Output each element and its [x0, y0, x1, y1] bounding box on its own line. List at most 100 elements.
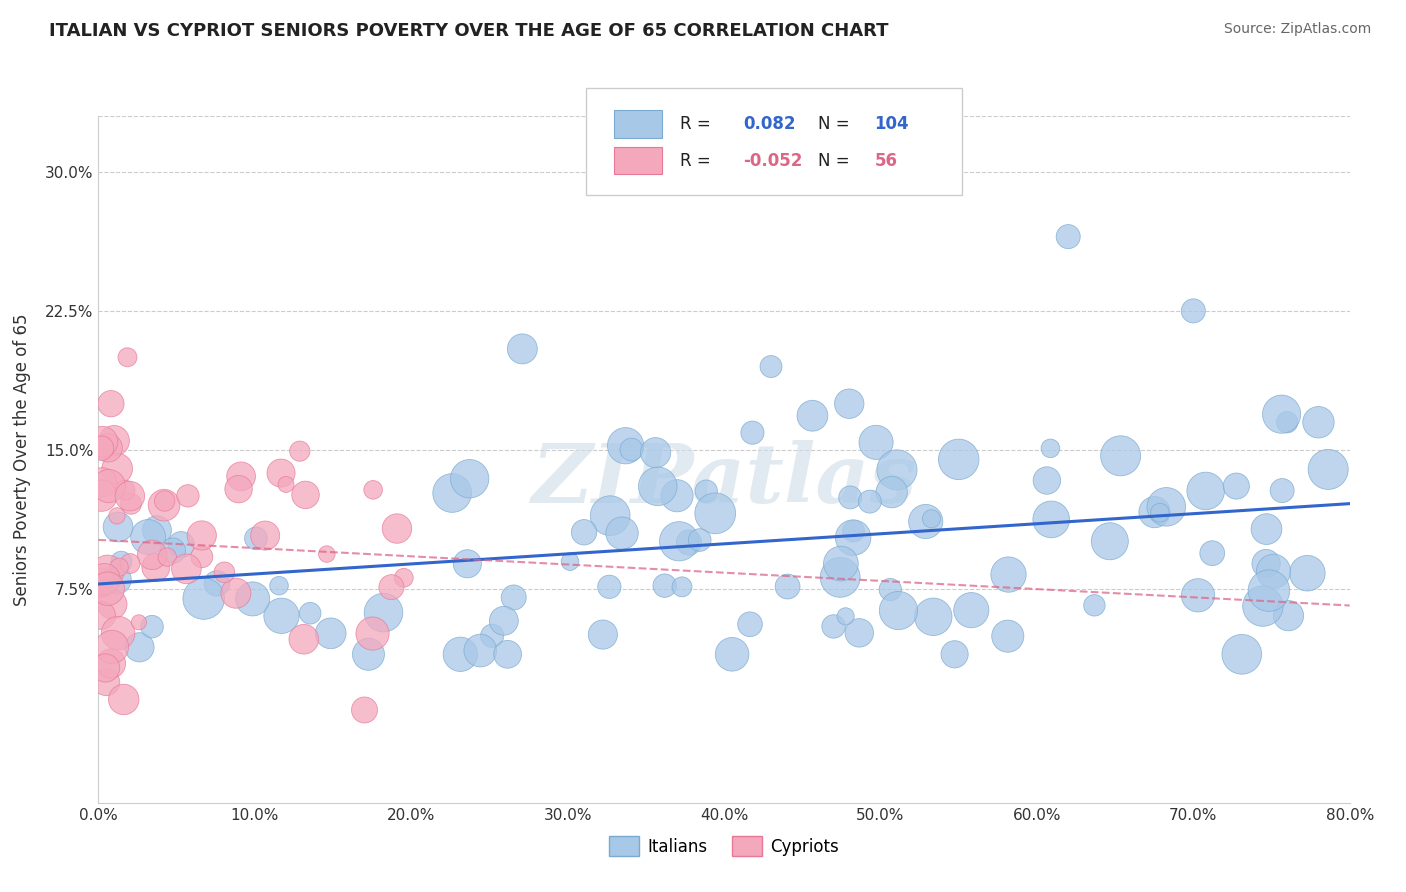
Point	[353, 703, 375, 717]
Point	[1251, 599, 1274, 613]
Point	[481, 629, 503, 643]
Point	[848, 625, 870, 640]
Point	[456, 557, 478, 571]
Point	[842, 524, 865, 538]
Point	[1036, 474, 1059, 488]
Point	[671, 580, 693, 594]
Point	[288, 444, 311, 458]
Point	[1308, 415, 1330, 429]
Point	[1195, 483, 1218, 498]
Point	[449, 648, 471, 662]
Point	[620, 442, 643, 457]
Point	[823, 619, 845, 633]
Point	[1149, 506, 1171, 520]
Point	[97, 441, 120, 455]
Point	[502, 591, 524, 605]
Point	[110, 555, 132, 569]
Point	[914, 515, 936, 529]
Point	[997, 629, 1019, 643]
Point	[361, 626, 384, 640]
Text: R =: R =	[681, 152, 716, 169]
Point	[1187, 588, 1209, 602]
Point	[668, 534, 690, 549]
Point	[830, 570, 852, 584]
Point	[176, 562, 198, 576]
Point	[997, 567, 1019, 582]
Point	[598, 580, 620, 594]
Point	[721, 648, 744, 662]
Point	[572, 525, 595, 540]
Point	[943, 648, 966, 662]
Point	[153, 494, 176, 508]
Point	[91, 582, 114, 596]
Text: -0.052: -0.052	[742, 152, 803, 169]
Point	[101, 597, 124, 611]
Point	[94, 661, 117, 675]
Point	[1143, 505, 1166, 519]
Bar	[614, 147, 662, 174]
Point	[441, 486, 464, 500]
Point	[599, 508, 621, 523]
Point	[865, 435, 887, 450]
Point	[1039, 442, 1062, 456]
Point	[592, 627, 614, 641]
Bar	[614, 111, 662, 138]
Text: N =: N =	[818, 115, 855, 133]
Point	[357, 648, 380, 662]
Point	[156, 550, 179, 565]
Point	[492, 614, 515, 628]
Point	[678, 535, 700, 549]
Point	[91, 434, 114, 449]
Point	[270, 608, 292, 623]
Point	[117, 351, 139, 365]
Point	[1277, 415, 1299, 429]
Point	[254, 528, 277, 542]
Point	[97, 582, 120, 596]
Point	[267, 579, 290, 593]
Text: Source: ZipAtlas.com: Source: ZipAtlas.com	[1223, 22, 1371, 37]
Point	[1256, 522, 1278, 536]
Point	[1040, 512, 1063, 526]
Text: 56: 56	[875, 152, 897, 169]
Point	[274, 477, 297, 491]
Point	[242, 591, 264, 606]
Point	[1277, 608, 1299, 623]
Point	[1296, 566, 1319, 581]
Point	[704, 506, 727, 520]
Point	[205, 576, 228, 591]
Point	[292, 632, 315, 647]
Point	[228, 482, 250, 496]
Point	[107, 520, 129, 534]
Point	[105, 508, 128, 523]
Point	[361, 483, 384, 497]
Point	[145, 560, 167, 574]
Point	[1109, 449, 1132, 463]
Point	[654, 579, 676, 593]
Point	[245, 532, 267, 546]
Point	[128, 640, 150, 655]
Point	[90, 608, 112, 623]
Text: ITALIAN VS CYPRIOT SENIORS POVERTY OVER THE AGE OF 65 CORRELATION CHART: ITALIAN VS CYPRIOT SENIORS POVERTY OVER …	[49, 22, 889, 40]
Point	[644, 445, 666, 459]
Point	[146, 523, 169, 537]
Point	[887, 603, 910, 617]
Point	[842, 531, 865, 545]
Point	[759, 359, 782, 374]
Point	[738, 617, 761, 632]
Point	[193, 591, 215, 606]
Point	[191, 549, 214, 564]
Point	[859, 494, 882, 508]
Text: ZIPatlas: ZIPatlas	[531, 440, 917, 520]
Point	[880, 485, 903, 500]
Point	[373, 606, 395, 620]
Point	[1182, 304, 1205, 318]
Text: N =: N =	[818, 152, 855, 169]
Point	[834, 609, 856, 624]
Point	[558, 555, 581, 569]
Point	[1271, 407, 1294, 421]
Point	[319, 626, 342, 640]
Point	[1098, 534, 1121, 549]
Point	[879, 582, 901, 597]
Point	[93, 572, 115, 586]
Point	[1254, 557, 1277, 571]
